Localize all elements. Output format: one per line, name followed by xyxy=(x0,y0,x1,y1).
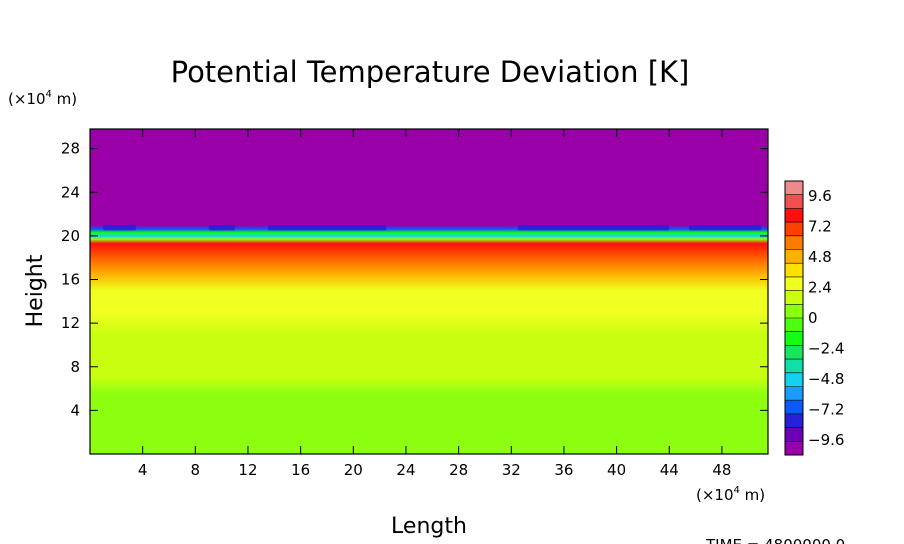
temperature-field xyxy=(90,129,768,454)
axis-ticks xyxy=(90,129,768,454)
x-unit-exp: 4 xyxy=(734,485,740,496)
colorbar-tick-label: 2.4 xyxy=(808,279,832,297)
colorbar-segment xyxy=(785,304,803,319)
tropopause-streaks xyxy=(103,224,762,231)
x-tick-label: 36 xyxy=(554,461,573,479)
x-tick-label: 32 xyxy=(502,461,521,479)
x-tick-labels: 4 8 12 16 20 24 28 32 36 40 44 48 xyxy=(138,461,732,479)
colorbar-segment xyxy=(785,249,803,264)
y-tick-label: 24 xyxy=(61,183,80,201)
x-unit-tail: m) xyxy=(740,486,765,504)
colorbar-tick-label: 4.8 xyxy=(808,248,832,266)
tropopause-streak xyxy=(517,224,670,231)
colorbar-segment xyxy=(785,386,803,401)
colorbar-tick-label: −4.8 xyxy=(808,370,844,388)
y-tick-label: 8 xyxy=(70,358,80,376)
colorbar-segment xyxy=(785,441,803,456)
x-tick-label: 4 xyxy=(138,461,148,479)
tropopause-streak xyxy=(689,224,762,231)
colorbar-tick-label: −2.4 xyxy=(808,339,844,357)
colorbar-segment xyxy=(785,194,803,209)
y-tick-label: 4 xyxy=(70,401,80,419)
y-unit-tail: m) xyxy=(52,90,77,108)
colorbar-segment xyxy=(785,427,803,442)
colorbar xyxy=(784,180,804,456)
x-tick-label: 44 xyxy=(660,461,679,479)
y-unit-base: (×10 xyxy=(8,90,46,108)
colorbar-segment xyxy=(785,276,803,291)
colorbar-segment xyxy=(785,372,803,387)
x-tick-label: 12 xyxy=(238,461,257,479)
x-unit-base: (×10 xyxy=(696,486,734,504)
colorbar-segment xyxy=(785,263,803,278)
y-tick-label: 16 xyxy=(61,271,80,289)
x-tick-label: 8 xyxy=(191,461,201,479)
plot-area xyxy=(89,128,769,455)
y-axis-unit: (×104 m) xyxy=(8,89,77,108)
colorbar-tick-label: −7.2 xyxy=(808,400,844,418)
colorbar-tick-label: 0 xyxy=(808,309,818,327)
colorbar-segment xyxy=(785,222,803,237)
colorbar-segment xyxy=(785,331,803,346)
y-tick-label: 28 xyxy=(61,140,80,158)
colorbar-segment xyxy=(785,290,803,305)
x-tick-label: 20 xyxy=(344,461,363,479)
colorbar-segment xyxy=(785,345,803,360)
colorbar-segment xyxy=(785,318,803,333)
colorbar-tick-label: −9.6 xyxy=(808,431,844,449)
tropopause-streak xyxy=(267,224,387,231)
y-axis-label: Height xyxy=(23,254,48,327)
x-tick-label: 40 xyxy=(607,461,626,479)
x-tick-label: 28 xyxy=(449,461,468,479)
tropopause-streak xyxy=(103,224,137,231)
colorbar-frame xyxy=(784,180,804,456)
tropopause-streak xyxy=(208,224,235,231)
x-tick-label: 16 xyxy=(291,461,310,479)
chart-title: Potential Temperature Deviation [K] xyxy=(171,55,690,89)
colorbar-segment xyxy=(785,235,803,250)
colorbar-segment xyxy=(785,359,803,374)
plot-frame xyxy=(89,128,769,455)
x-tick-label: 24 xyxy=(396,461,415,479)
colorbar-tick-label: 9.6 xyxy=(808,187,832,205)
y-tick-label: 20 xyxy=(61,227,80,245)
colorbar-labels: 9.6 7.2 4.8 2.4 0 −2.4 −4.8 −7.2 −9.6 xyxy=(808,187,844,449)
colorbar-segment xyxy=(785,208,803,223)
x-axis-unit: (×104 m) xyxy=(696,485,765,504)
x-tick-label: 48 xyxy=(712,461,731,479)
y-tick-labels: 4 8 12 16 20 24 28 xyxy=(61,140,80,420)
colorbar-segment xyxy=(785,181,803,196)
colorbar-tick-label: 7.2 xyxy=(808,218,832,236)
colorbar-segment xyxy=(785,400,803,415)
colorbar-segment xyxy=(785,413,803,428)
time-stamp: TIME = 4800000.0 xyxy=(705,536,845,544)
x-axis-label: Length xyxy=(391,514,467,539)
y-unit-exp: 4 xyxy=(46,89,52,100)
y-tick-label: 12 xyxy=(61,314,80,332)
